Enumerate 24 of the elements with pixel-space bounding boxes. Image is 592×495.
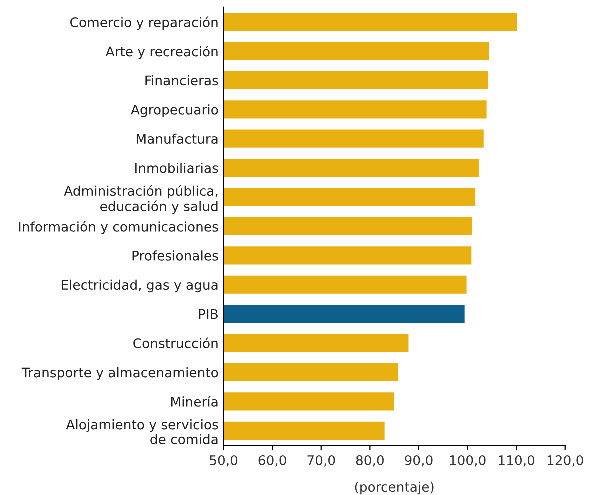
x-tick-label: 100,0 [450, 455, 486, 467]
x-tick-label: 110,0 [499, 455, 535, 467]
x-tick-label: 90,0 [405, 455, 433, 467]
x-tick-label: 120,0 [548, 455, 584, 467]
y-tick-label: Administración pública, educación y salud [64, 185, 218, 214]
y-tick-label: Alojamiento y servicios de comida [66, 420, 218, 444]
y-tick-label: PIB [199, 309, 218, 320]
y-tick-label: Agropecuario [131, 104, 218, 118]
y-tick-label: Información y comunicaciones [19, 221, 218, 234]
x-tick-label: 60,0 [258, 455, 286, 467]
y-tick-label: Arte y recreación [106, 46, 218, 60]
y-tick-label: Transporte y almacenamiento [22, 367, 218, 380]
x-tick-label: 50,0 [210, 455, 238, 467]
x-tick-label: 80,0 [356, 455, 384, 467]
y-tick-label: Inmobiliarias [136, 163, 218, 174]
y-tick-label: Financieras [146, 75, 218, 86]
y-tick-label: Profesionales [132, 250, 218, 261]
y-tick-label: Construcción [134, 338, 218, 348]
y-tick-label: Manufactura [136, 134, 218, 144]
y-tick-label: Comercio y reparación [70, 16, 218, 30]
x-tick-label: 70,0 [308, 455, 336, 467]
x-axis-title: (porcentaje) [355, 482, 434, 495]
y-tick-label: Minería [172, 396, 218, 407]
y-tick-label: Electricidad, gas y agua [62, 280, 218, 293]
